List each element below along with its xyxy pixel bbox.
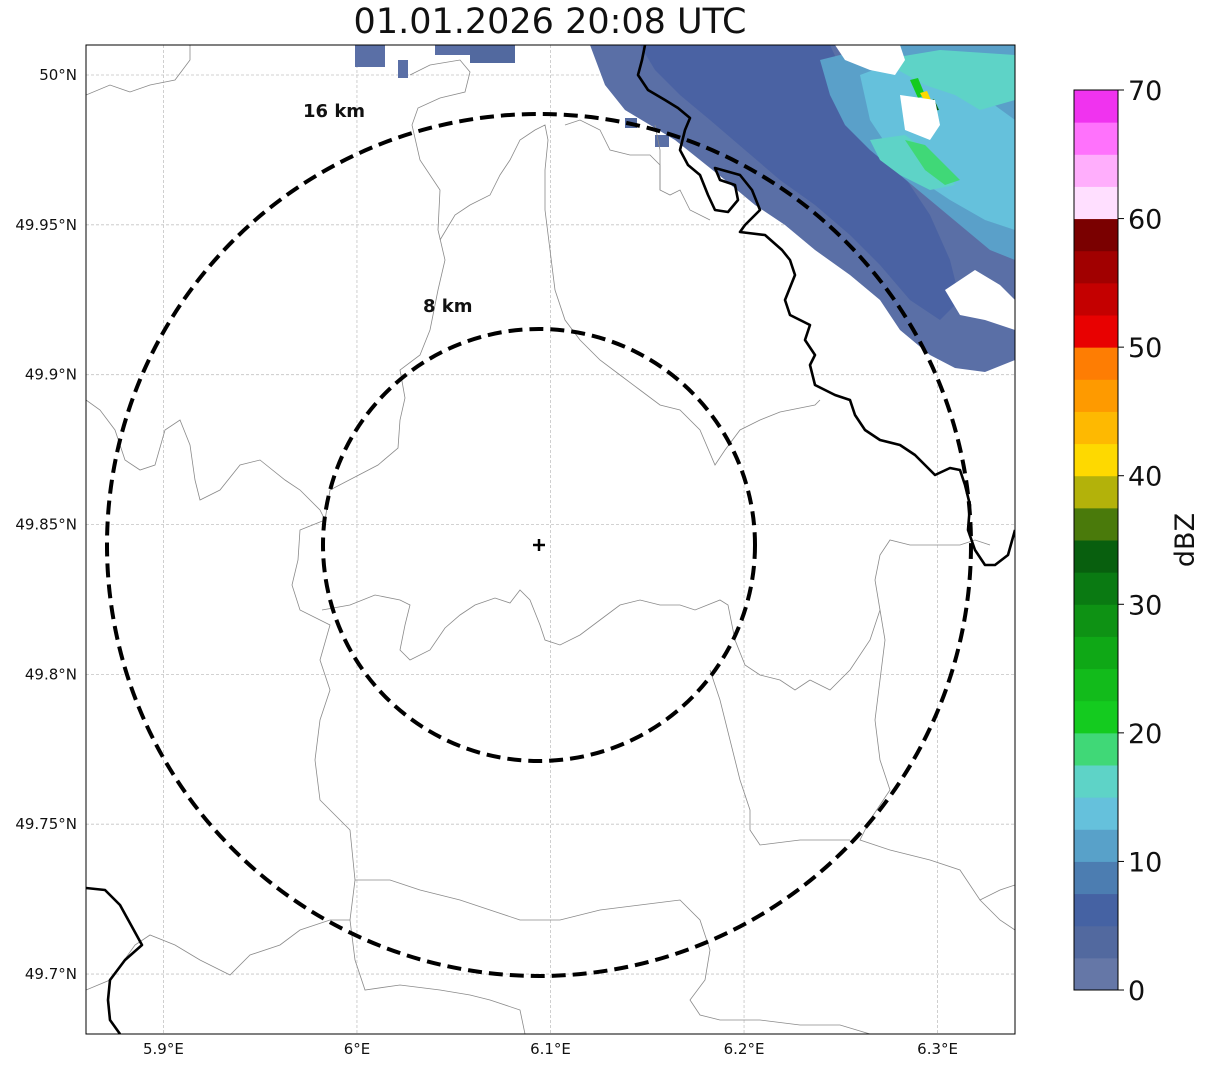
echo-gap-east (900, 95, 940, 140)
colorbar-segment (1074, 186, 1118, 220)
map-frame (85, 44, 1016, 1035)
colorbar-segment (1074, 668, 1118, 702)
colorbar-segment (1074, 315, 1118, 348)
echo-gap-north (835, 45, 905, 75)
lon-tick-label: 6.3°E (917, 1040, 958, 1058)
colorbar-segment (1074, 90, 1118, 123)
colorbar-segment (1074, 572, 1118, 605)
colorbar-tick-label: 50 (1128, 333, 1162, 364)
lat-tick-label: 49.8°N (25, 665, 77, 683)
lon-tick-label: 6.2°E (724, 1040, 765, 1058)
colorbar-tick-label: 0 (1128, 976, 1145, 1007)
colorbar-segment (1074, 475, 1118, 509)
colorbar-tick-label: 60 (1128, 205, 1162, 236)
echo-speck (435, 45, 475, 55)
colorbar-segment (1074, 443, 1118, 477)
colorbar-segment (1074, 379, 1118, 412)
colorbar-segment (1074, 604, 1118, 637)
colorbar-segment (1074, 347, 1118, 380)
echo-speck (398, 60, 408, 78)
colorbar: 0 10 20 30 40 50 60 70 (1073, 76, 1162, 1007)
map-title: 01.01.2026 20:08 UTC (353, 2, 747, 42)
colorbar-segment (1074, 540, 1118, 573)
lat-tick-label: 49.95°N (15, 216, 77, 234)
ring-label-8km: 8 km (423, 296, 473, 317)
lon-tick-label: 6.1°E (530, 1040, 571, 1058)
colorbar-tick-label: 20 (1128, 719, 1162, 750)
national-border (86, 45, 1015, 1034)
lon-tick-label: 6°E (344, 1040, 371, 1058)
latitude-labels: 50°N 49.95°N 49.9°N 49.85°N 49.8°N 49.75°N 49.… (15, 66, 77, 983)
colorbar-segment (1074, 218, 1118, 252)
lat-tick-label: 49.9°N (25, 366, 77, 384)
echo-band-17dbz (880, 50, 1015, 110)
colorbar-segment (1074, 411, 1118, 445)
colorbar-segment (1074, 861, 1118, 895)
longitude-labels: 5.9°E 6°E 6.1°E 6.2°E 6.3°E (143, 1040, 958, 1058)
colorbar-segment (1074, 154, 1118, 187)
range-rings (105, 112, 973, 978)
ring-label-16km: 16 km (303, 101, 365, 122)
lat-tick-label: 49.75°N (15, 815, 77, 833)
colorbar-tick-label: 70 (1128, 76, 1162, 107)
colorbar-tick-label: 40 (1128, 462, 1162, 493)
colorbar-segment (1074, 797, 1118, 830)
colorbar-segment (1074, 250, 1118, 284)
colorbar-segment (1074, 732, 1118, 766)
colorbar-tick-label: 30 (1128, 590, 1162, 621)
colorbar-frame (1073, 89, 1119, 991)
colorbar-title: dBZ (1170, 513, 1201, 567)
lat-tick-label: 49.85°N (15, 516, 77, 534)
colorbar-segment (1074, 507, 1118, 541)
colorbar-segment (1074, 957, 1118, 991)
range-ring-8km (321, 327, 757, 763)
echo-cell-20dbz (905, 140, 960, 185)
colorbar-segment (1074, 700, 1118, 734)
echo-speck (355, 45, 385, 67)
echo-band-moderate (640, 45, 960, 320)
reflectivity-echo (355, 45, 1015, 372)
colorbar-tick-label: 10 (1128, 847, 1162, 878)
colorbar-segment (1074, 829, 1118, 862)
range-ring-16km (105, 112, 973, 978)
echo-speck (470, 45, 515, 63)
colorbar-segment (1074, 636, 1118, 670)
colorbar-segment (1074, 282, 1118, 316)
colorbar-segment (1074, 893, 1118, 927)
colorbar-segment (1074, 925, 1118, 959)
radar-site-marker (533, 539, 545, 551)
lon-tick-label: 5.9°E (143, 1040, 184, 1058)
lat-tick-label: 49.7°N (25, 965, 77, 983)
colorbar-segment (1074, 122, 1118, 155)
colorbar-segment (1074, 765, 1118, 798)
lat-tick-label: 50°N (39, 66, 77, 84)
echo-gap-southeast (945, 270, 1015, 330)
